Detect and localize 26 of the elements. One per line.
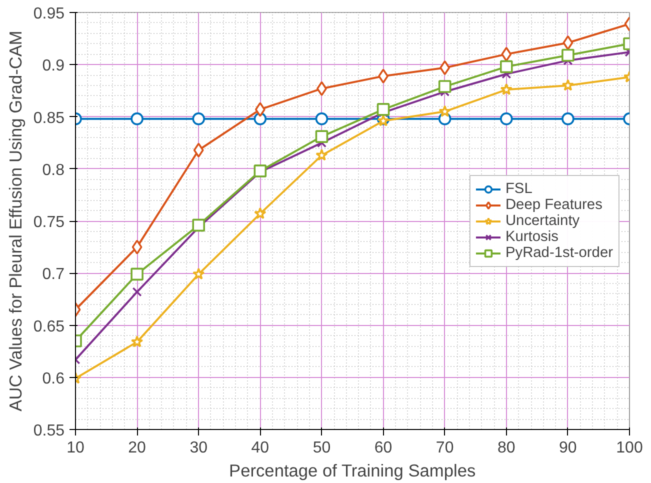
y-tick-label: 0.65 <box>33 318 65 336</box>
y-tick-label: 0.8 <box>42 162 65 179</box>
x-tick-label: 40 <box>251 440 270 456</box>
y-tick-label: 0.85 <box>33 110 65 127</box>
x-tick-label: 90 <box>559 440 577 456</box>
y-tick-label: 0.6 <box>42 370 65 388</box>
y-tick-label: 0.55 <box>33 422 65 440</box>
x-axis-title: Percentage of Training Samples <box>229 460 476 480</box>
y-tick-label: 0.95 <box>33 6 65 22</box>
x-tick-label: 10 <box>66 440 84 456</box>
y-tick-label: 0.7 <box>42 266 65 284</box>
legend-label: Uncertainty <box>505 212 580 228</box>
x-tick-label: 30 <box>190 440 208 456</box>
x-tick-label: 50 <box>312 440 331 456</box>
x-tick-label: 80 <box>497 440 516 456</box>
legend-label: Kurtosis <box>505 228 558 244</box>
y-axis-title: AUC Values for Pleural Effusion Using Grad-CAM <box>5 30 26 412</box>
x-tick-label: 100 <box>616 440 643 456</box>
legend-label: FSL <box>505 180 532 196</box>
legend-label: Deep Features <box>505 196 602 212</box>
x-tick-label: 60 <box>374 440 392 456</box>
y-tick-label: 0.75 <box>33 214 65 231</box>
x-tick-label: 70 <box>436 440 454 456</box>
legend-label: PyRad-1st-order <box>505 244 613 260</box>
y-tick-label: 0.9 <box>42 58 65 75</box>
x-tick-label: 20 <box>128 440 146 456</box>
